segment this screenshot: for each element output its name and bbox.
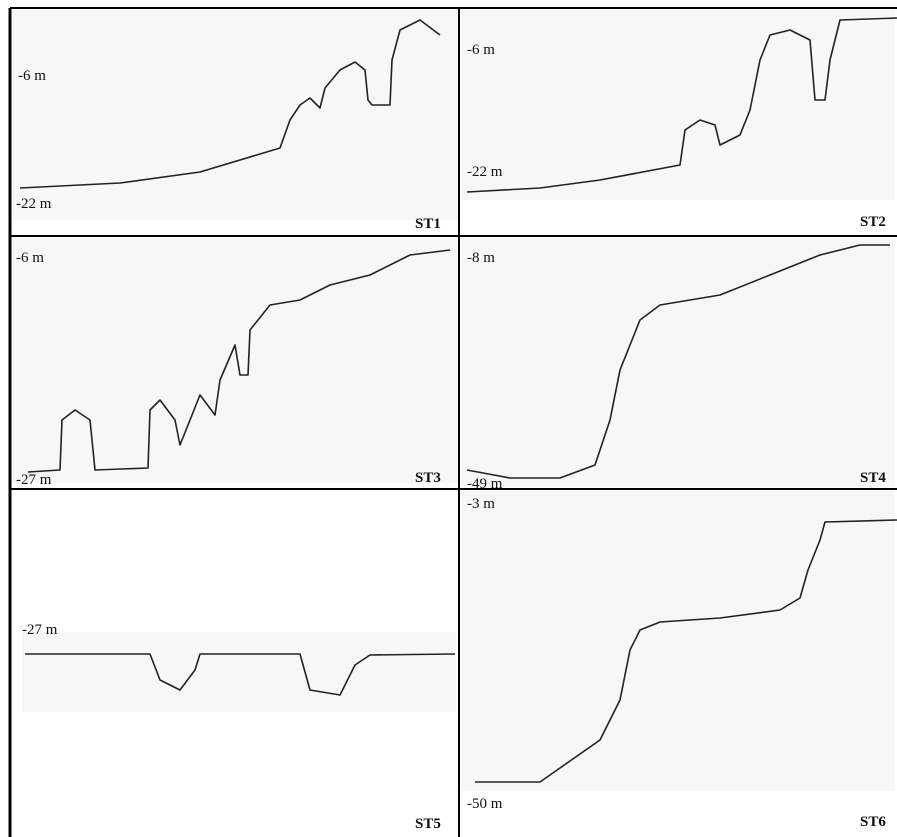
panel-label: ST3 xyxy=(415,470,441,486)
depth-label: -50 m xyxy=(467,796,503,812)
depth-label: -22 m xyxy=(467,164,503,180)
depth-label: -22 m xyxy=(16,196,52,212)
panel-bg xyxy=(12,238,458,483)
depth-label: -6 m xyxy=(16,250,44,266)
panel-backgrounds xyxy=(12,10,895,791)
panel-bg xyxy=(461,10,895,200)
depth-label: -8 m xyxy=(467,250,495,266)
panel-label: ST4 xyxy=(860,470,886,486)
panel-bg xyxy=(461,491,895,791)
panel-label: ST6 xyxy=(860,814,886,830)
panel-bg xyxy=(22,632,456,712)
figure: -6 m -22 m ST1 -6 m -22 m ST2 -6 m -27 m… xyxy=(0,0,897,837)
depth-label: -27 m xyxy=(22,622,58,638)
panel-label: ST5 xyxy=(415,816,441,832)
panel-bg xyxy=(12,10,458,220)
panel-label: ST2 xyxy=(860,214,886,230)
depth-label: -27 m xyxy=(16,472,52,488)
depth-label: -3 m xyxy=(467,496,495,512)
panel-label: ST1 xyxy=(415,216,441,232)
depth-label: -6 m xyxy=(18,68,46,84)
depth-label: -49 m xyxy=(467,476,503,492)
depth-label: -6 m xyxy=(467,42,495,58)
panel-bg xyxy=(461,238,895,487)
